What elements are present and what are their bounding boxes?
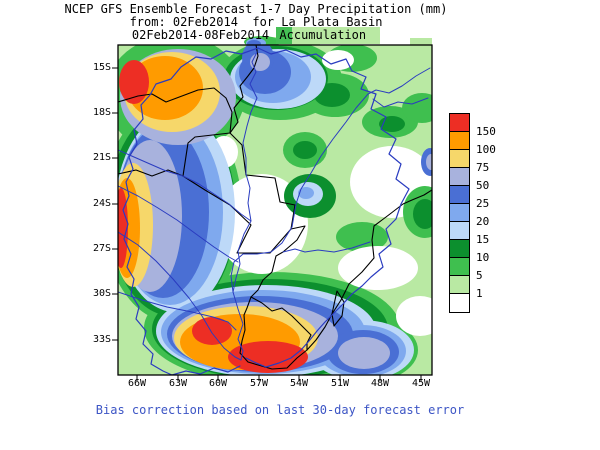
lon-label: 63W: [168, 378, 188, 389]
legend-value-label: 15: [476, 233, 490, 246]
legend-swatch: [450, 222, 469, 240]
lat-label: 33S: [92, 334, 111, 345]
upper-uruguay-river: [282, 241, 371, 253]
salado-river: [118, 231, 242, 361]
legend-value-label: 75: [476, 161, 490, 174]
legend-value-label: 150: [476, 125, 496, 138]
legend-swatch: [450, 168, 469, 186]
color-legend: [449, 113, 470, 313]
lon-label: 54W: [289, 378, 309, 389]
pantanal-border: [229, 45, 259, 134]
lon-label: 57W: [249, 378, 269, 389]
lat-label: 15S: [92, 62, 111, 73]
legend-value-label: 5: [476, 269, 483, 282]
uruguay-brazil-border: [250, 296, 312, 351]
title-line-3: 02Feb2014-08Feb2014 Accumulation: [0, 27, 512, 44]
pilcomayo-river: [118, 149, 252, 222]
paraguay-river: [232, 51, 258, 293]
legend-value-label: 10: [476, 251, 490, 264]
legend-value-label: 1: [476, 287, 483, 300]
legend-swatch: [450, 132, 469, 150]
lat-label: 21S: [92, 152, 111, 163]
basin-and-rivers: [118, 47, 431, 375]
lat-label: 30S: [92, 288, 111, 299]
lon-label: 66W: [127, 378, 147, 389]
lon-label: 60W: [208, 378, 228, 389]
paranaiba-headwater: [372, 97, 429, 108]
legend-value-label: 20: [476, 215, 490, 228]
bermejo-river: [118, 185, 239, 263]
paraguay-border: [182, 132, 296, 254]
country-borders: [118, 45, 432, 370]
brazil-coastline: [306, 189, 432, 351]
lat-label: 18S: [92, 107, 111, 118]
lat-label: 27S: [92, 243, 111, 254]
legend-value-label: 25: [476, 197, 490, 210]
bolivia-argentina-border: [118, 169, 184, 177]
lon-label: 51W: [330, 378, 350, 389]
lon-label: 45W: [411, 378, 431, 389]
title-line-1: NCEP GFS Ensemble Forecast 1-7 Day Preci…: [64, 2, 448, 16]
lat-label: 24S: [92, 198, 111, 209]
title-accumulation-highlight: Accumulation: [276, 27, 381, 44]
legend-swatch: [450, 240, 469, 258]
basin-outline-east: [245, 47, 410, 368]
rio-grande-headwater: [367, 67, 431, 95]
carcarana-river: [118, 291, 237, 331]
parana-river: [230, 93, 369, 361]
legend-swatch: [450, 204, 469, 222]
argentina-brazil-uruguay-river-border: [239, 225, 306, 354]
legend-swatch: [450, 294, 469, 312]
legend-swatch: [450, 276, 469, 294]
legend-value-label: 50: [476, 179, 490, 192]
axis-ticks: [112, 67, 422, 381]
title-line-2: from: 02Feb2014 for La_Plata_Basin: [129, 15, 383, 29]
legend-swatch: [450, 186, 469, 204]
uruguay-coast: [239, 349, 308, 370]
basin-outline-west: [122, 47, 259, 375]
map-frame: [117, 44, 433, 376]
bias-correction-caption: Bias correction based on last 30-day for…: [95, 403, 465, 417]
bolivia-brazil-border: [118, 87, 233, 134]
legend-swatch: [450, 114, 469, 132]
title-date-range: 02Feb2014-08Feb2014: [131, 28, 277, 42]
legend-swatch: [450, 258, 469, 276]
legend-swatch: [450, 150, 469, 168]
lon-label: 48W: [370, 378, 390, 389]
legend-value-label: 100: [476, 143, 496, 156]
